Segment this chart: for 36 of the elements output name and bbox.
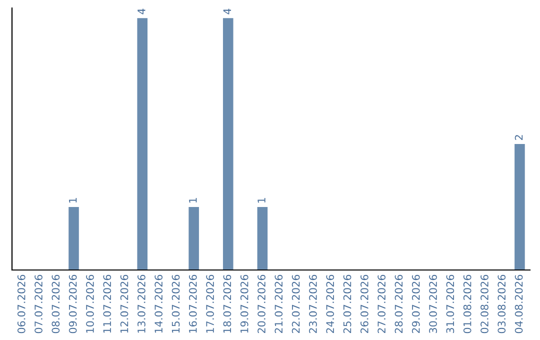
x-tick-label: 09.07.2026 [68, 274, 77, 334]
x-tick-label: 21.07.2026 [274, 274, 283, 334]
x-tick-label: 17.07.2026 [206, 274, 214, 333]
x-tick-label: 30.07.2026 [429, 274, 437, 334]
x-tick-label: 01.08.2026 [463, 274, 472, 334]
x-tick-label: 03.08.2026 [498, 274, 506, 334]
data-label: 2 [514, 135, 523, 140]
data-label: 4 [138, 8, 146, 14]
x-tick-label: 08.07.2026 [52, 274, 60, 334]
x-tick-label: 06.07.2026 [17, 274, 26, 334]
data-label: 1 [69, 198, 77, 203]
x-tick-label: 16.07.2026 [188, 274, 197, 333]
x-tick-label: 19.07.2026 [240, 274, 248, 333]
x-tick-label: 02.08.2026 [480, 274, 488, 334]
x-tick-label: 27.07.2026 [378, 274, 386, 334]
x-tick-label: 23.07.2026 [309, 274, 317, 334]
x-tick-label: 11.07.2026 [103, 274, 112, 333]
x-tick-label: 15.07.2026 [172, 274, 180, 333]
x-tick-label: 29.07.2026 [412, 274, 420, 334]
x-tick-label: 26.07.2026 [360, 274, 368, 334]
x-tick-label: 14.07.2026 [154, 274, 163, 333]
x-tick-label: 22.07.2026 [292, 274, 300, 334]
x-tick-label: 28.07.2026 [394, 274, 403, 334]
x-tick-label: 31.07.2026 [446, 274, 454, 334]
data-label: 4 [223, 8, 231, 14]
x-tick-label: 24.07.2026 [326, 274, 334, 334]
x-tick-label: 20.07.2026 [258, 274, 266, 334]
x-tick-label: 04.08.2026 [514, 274, 523, 334]
x-tick-label: 25.07.2026 [343, 274, 352, 334]
x-tick-label: 12.07.2026 [120, 274, 128, 333]
data-label: 1 [258, 198, 266, 203]
x-tick-label: 13.07.2026 [138, 274, 146, 333]
x-tick-label: 18.07.2026 [223, 274, 232, 333]
x-tick-label: 10.07.2026 [86, 274, 94, 333]
data-label: 1 [189, 198, 197, 203]
x-tick-label: 07.07.2026 [34, 274, 42, 334]
